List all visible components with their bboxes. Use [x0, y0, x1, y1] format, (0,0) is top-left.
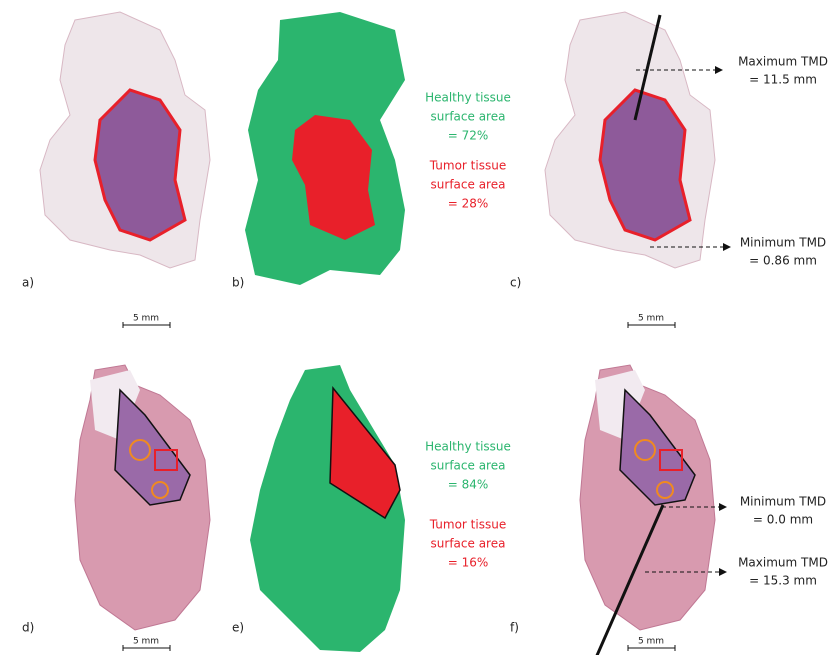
tissue-image: [75, 365, 210, 630]
tumor-text: = 28%: [448, 197, 489, 211]
healthy-text: surface area: [431, 459, 506, 473]
healthy-text: surface area: [431, 110, 506, 124]
tumor-text: surface area: [431, 178, 506, 192]
tmd-text: = 11.5 mm: [749, 73, 817, 87]
panel-label: c): [510, 276, 521, 290]
panel-label: f): [510, 621, 519, 635]
tissue-image: [545, 12, 715, 268]
scale-label: 5 mm: [133, 314, 159, 324]
tumor-text: = 16%: [448, 556, 489, 570]
healthy-text: Healthy tissue: [425, 91, 511, 105]
healthy-text: = 84%: [448, 478, 489, 492]
tmd-text: Minimum TMD: [740, 495, 826, 509]
tumor-text: surface area: [431, 537, 506, 551]
panel-label: b): [232, 276, 244, 290]
page: a) 5 mm b) c) 5 mm d) 5 mm e) f) 5 mm Healthy tiss…: [0, 0, 838, 655]
tmd-text: Minimum TMD: [740, 236, 826, 250]
tmd-text: Maximum TMD: [738, 55, 828, 69]
tmd-text: Maximum TMD: [738, 556, 828, 570]
panel-label: a): [22, 276, 34, 290]
healthy-text: Healthy tissue: [425, 440, 511, 454]
panel-label: e): [232, 621, 244, 635]
figure: a) 5 mm b) c) 5 mm d) 5 mm e) f) 5 mm Healthy tiss…: [0, 0, 838, 655]
scale-label: 5 mm: [638, 314, 664, 324]
healthy-text: = 72%: [448, 129, 489, 143]
tmd-text: = 15.3 mm: [749, 574, 817, 588]
panel-label: d): [22, 621, 34, 635]
tissue-image: [40, 12, 210, 268]
tumor-text: Tumor tissue: [429, 159, 506, 173]
tissue-image: [580, 365, 715, 630]
tmd-text: = 0.0 mm: [753, 513, 813, 527]
tumor-text: Tumor tissue: [429, 518, 506, 532]
scale-label: 5 mm: [133, 637, 159, 647]
tmd-text: = 0.86 mm: [749, 254, 817, 268]
scale-label: 5 mm: [638, 637, 664, 647]
